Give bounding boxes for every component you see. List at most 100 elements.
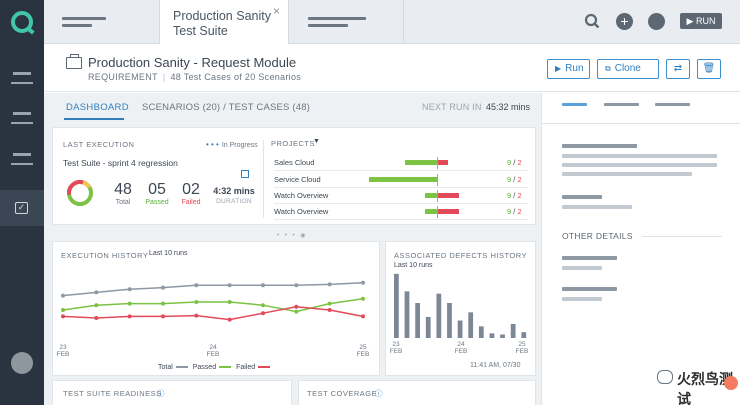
next-run-label: NEXT RUN IN: [422, 102, 482, 112]
defect-bar[interactable]: [436, 293, 442, 338]
close-icon[interactable]: ×: [272, 4, 280, 18]
project-ratio: 9 / 2: [507, 175, 522, 184]
defect-bar[interactable]: [489, 333, 495, 338]
carousel-pager[interactable]: • • • ◉: [277, 233, 308, 239]
project-row[interactable]: Service Cloud 9 / 2: [274, 172, 528, 188]
project-row[interactable]: Sales Cloud 9 / 2: [274, 155, 528, 171]
data-point-passed[interactable]: [61, 308, 65, 312]
tab-placeholder-1[interactable]: [44, 0, 159, 44]
chart-legend: Total Passed Failed: [158, 364, 273, 371]
data-point-passed[interactable]: [161, 301, 165, 306]
run-button[interactable]: ▶ Run: [547, 59, 590, 79]
x-tick-day: 24: [457, 341, 465, 348]
chevron-down-icon[interactable]: ▼: [313, 138, 320, 145]
top-run-button[interactable]: ▶ RUN: [680, 13, 722, 29]
external-link-icon[interactable]: [241, 170, 249, 178]
clock-icon[interactable]: [648, 13, 665, 30]
data-point-passed[interactable]: [261, 303, 265, 308]
x-tick-month: FEB: [455, 348, 468, 355]
data-point-failed[interactable]: [161, 314, 165, 319]
project-row[interactable]: Watch Overview 9 / 2: [274, 204, 528, 220]
defect-bar[interactable]: [521, 332, 527, 338]
data-point-failed[interactable]: [261, 311, 265, 316]
tab-production-sanity[interactable]: Production Sanity Test Suite ×: [159, 0, 289, 45]
x-tick-day: 23: [392, 341, 400, 348]
defect-bar[interactable]: [500, 334, 505, 339]
data-point-passed[interactable]: [127, 301, 132, 306]
data-point-failed[interactable]: [294, 304, 299, 309]
data-point-passed[interactable]: [227, 300, 232, 304]
legend-total: Total: [158, 364, 173, 371]
panel-tab-3[interactable]: [655, 103, 690, 106]
details-panel: OTHER DETAILS 火烈鸟测试: [541, 93, 740, 405]
passed-stat: 05 Passed: [142, 181, 172, 206]
defect-bar[interactable]: [478, 326, 484, 338]
data-point-failed[interactable]: [361, 314, 365, 319]
detail-placeholder: [562, 163, 717, 167]
data-point-total[interactable]: [94, 290, 99, 295]
sidebar-item-2[interactable]: [0, 102, 44, 138]
data-point-total[interactable]: [161, 285, 165, 290]
data-point-total[interactable]: [227, 283, 232, 288]
data-point-passed[interactable]: [327, 301, 332, 306]
data-point-total[interactable]: [127, 287, 132, 292]
defects-caption: ASSOCIATED DEFECTS HISTORY: [394, 251, 528, 260]
delete-button[interactable]: 🗑: [697, 59, 721, 79]
defect-bar[interactable]: [468, 312, 474, 338]
data-point-passed[interactable]: [294, 309, 299, 314]
data-point-failed[interactable]: [61, 314, 65, 319]
sidebar-item-1[interactable]: [0, 62, 44, 98]
defect-bar[interactable]: [404, 291, 410, 338]
clone-button[interactable]: ⧉ Clone: [597, 59, 659, 79]
readiness-card: TEST SUITE READINESS ⓘ: [52, 380, 292, 405]
total-label: Total: [115, 199, 131, 206]
data-point-passed[interactable]: [194, 300, 199, 304]
tab-placeholder-2[interactable]: [290, 0, 404, 44]
defect-bar[interactable]: [425, 317, 431, 338]
other-details-heading: OTHER DETAILS: [562, 231, 633, 241]
data-point-total[interactable]: [261, 283, 265, 288]
data-point-failed[interactable]: [194, 313, 199, 318]
project-row[interactable]: Watch Overview 9 / 2: [274, 188, 528, 204]
search-icon[interactable]: [584, 13, 601, 30]
sidebar-item-3[interactable]: [0, 143, 44, 179]
info-icon[interactable]: ⓘ: [157, 389, 165, 398]
sidebar-item-tests[interactable]: ✓: [0, 190, 44, 226]
data-point-failed[interactable]: [327, 308, 332, 312]
data-point-passed[interactable]: [94, 303, 99, 308]
detail-placeholder: [562, 154, 717, 158]
data-point-total[interactable]: [361, 280, 365, 285]
wechat-icon: [657, 370, 673, 384]
execution-history-caption: EXECUTION HISTORY: [61, 251, 149, 260]
data-point-failed[interactable]: [94, 316, 99, 320]
data-point-total[interactable]: [194, 283, 199, 288]
app-logo-icon[interactable]: [11, 11, 33, 33]
info-icon[interactable]: ⓘ: [375, 389, 383, 398]
project-pass-bar: [425, 193, 437, 198]
content-tabs: DASHBOARD SCENARIOS (20) / TEST CASES (4…: [44, 93, 541, 123]
data-point-failed[interactable]: [227, 317, 232, 322]
defect-bar[interactable]: [510, 324, 516, 338]
project-ratio: 9 / 2: [507, 158, 522, 167]
defect-bar[interactable]: [457, 320, 463, 339]
duration-value: 4:32 mins: [213, 186, 255, 196]
data-point-passed[interactable]: [361, 296, 365, 301]
detail-placeholder: [562, 172, 692, 176]
defect-bar[interactable]: [447, 303, 452, 338]
sync-button[interactable]: ⇄: [666, 59, 690, 79]
avatar[interactable]: [11, 352, 33, 374]
panel-tab-2[interactable]: [604, 103, 639, 106]
defect-bar[interactable]: [394, 273, 399, 338]
data-point-total[interactable]: [61, 293, 65, 298]
defect-bar[interactable]: [415, 303, 421, 338]
series-line-failed: [62, 306, 364, 321]
panel-tab-1[interactable]: [562, 103, 587, 106]
project-fail-bar: [437, 193, 459, 198]
add-icon[interactable]: +: [616, 13, 633, 30]
tab-scenarios[interactable]: SCENARIOS (20) / TEST CASES (48): [142, 102, 311, 113]
page-title: Production Sanity - Request Module: [88, 55, 297, 70]
data-point-total[interactable]: [294, 283, 299, 288]
tab-dashboard[interactable]: DASHBOARD: [66, 102, 129, 113]
data-point-total[interactable]: [327, 282, 332, 287]
data-point-failed[interactable]: [127, 314, 132, 319]
